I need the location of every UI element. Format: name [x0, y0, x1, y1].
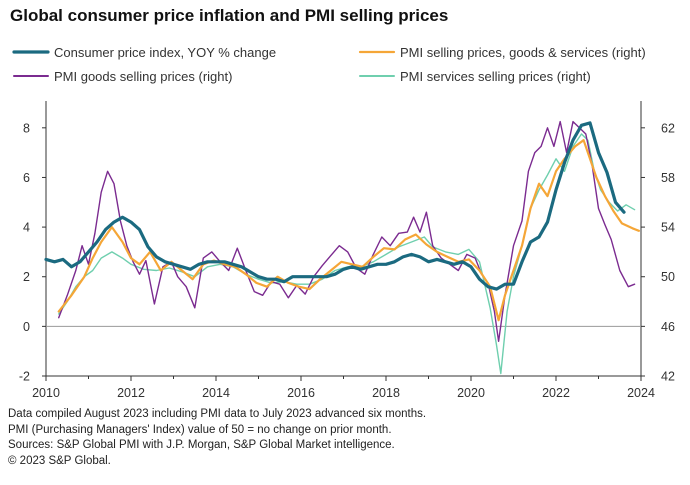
x-tick-label: 2014: [202, 386, 230, 400]
x-tick-label: 2022: [542, 386, 570, 400]
y-right-tick-label: 54: [661, 221, 675, 235]
footnotes: Data compiled August 2023 including PMI …: [8, 407, 426, 469]
y-left-tick-label: 0: [23, 320, 30, 334]
series-line-2: [58, 120, 636, 342]
y-left-tick-label: 2: [23, 270, 30, 284]
chart-title: Global consumer price inflation and PMI …: [10, 6, 449, 25]
series-line-0: [44, 121, 626, 291]
y-left-tick-label: 8: [23, 121, 30, 135]
series-group: [44, 120, 640, 375]
x-tick-label: 2024: [627, 386, 655, 400]
x-tick-label: 2010: [32, 386, 60, 400]
line-chart: Consumer price index, YOY % change PMI se…: [12, 45, 675, 400]
y-right-tick-label: 50: [661, 270, 675, 284]
footnote-pmi-definition: PMI (Purchasing Managers' Index) value o…: [8, 423, 392, 436]
series-line-1: [57, 139, 640, 322]
y-right-tick-label: 46: [661, 320, 675, 334]
footnote-sources: Sources: S&P Global PMI with J.P. Morgan…: [8, 439, 395, 451]
y-left-tick-label: -2: [19, 370, 30, 384]
x-tick-label: 2020: [457, 386, 485, 400]
series-line-3: [58, 133, 636, 375]
legend: Consumer price index, YOY % change PMI se…: [12, 45, 646, 84]
y-right-tick-label: 58: [661, 171, 675, 185]
legend-label-2: PMI goods selling prices (right): [54, 69, 232, 84]
x-tick-label: 2018: [372, 386, 400, 400]
x-tick-label: 2016: [287, 386, 315, 400]
footnote-copyright: © 2023 S&P Global.: [8, 454, 111, 467]
y-left-tick-label: 4: [23, 221, 30, 235]
y-right-tick-label: 42: [661, 370, 675, 384]
legend-label-0: Consumer price index, YOY % change: [54, 45, 276, 60]
y-left-tick-label: 6: [23, 171, 30, 185]
x-tick-label: 2012: [117, 386, 145, 400]
legend-label-1: PMI selling prices, goods & services (ri…: [400, 45, 646, 60]
y-right-tick-label: 62: [661, 121, 675, 135]
axes: 2010 2012 2014 2016 2018 2020 2022 2024-2024684…: [19, 101, 675, 400]
legend-label-3: PMI services selling prices (right): [400, 69, 591, 84]
footnote-data-compiled: Data compiled August 2023 including PMI …: [8, 408, 427, 420]
